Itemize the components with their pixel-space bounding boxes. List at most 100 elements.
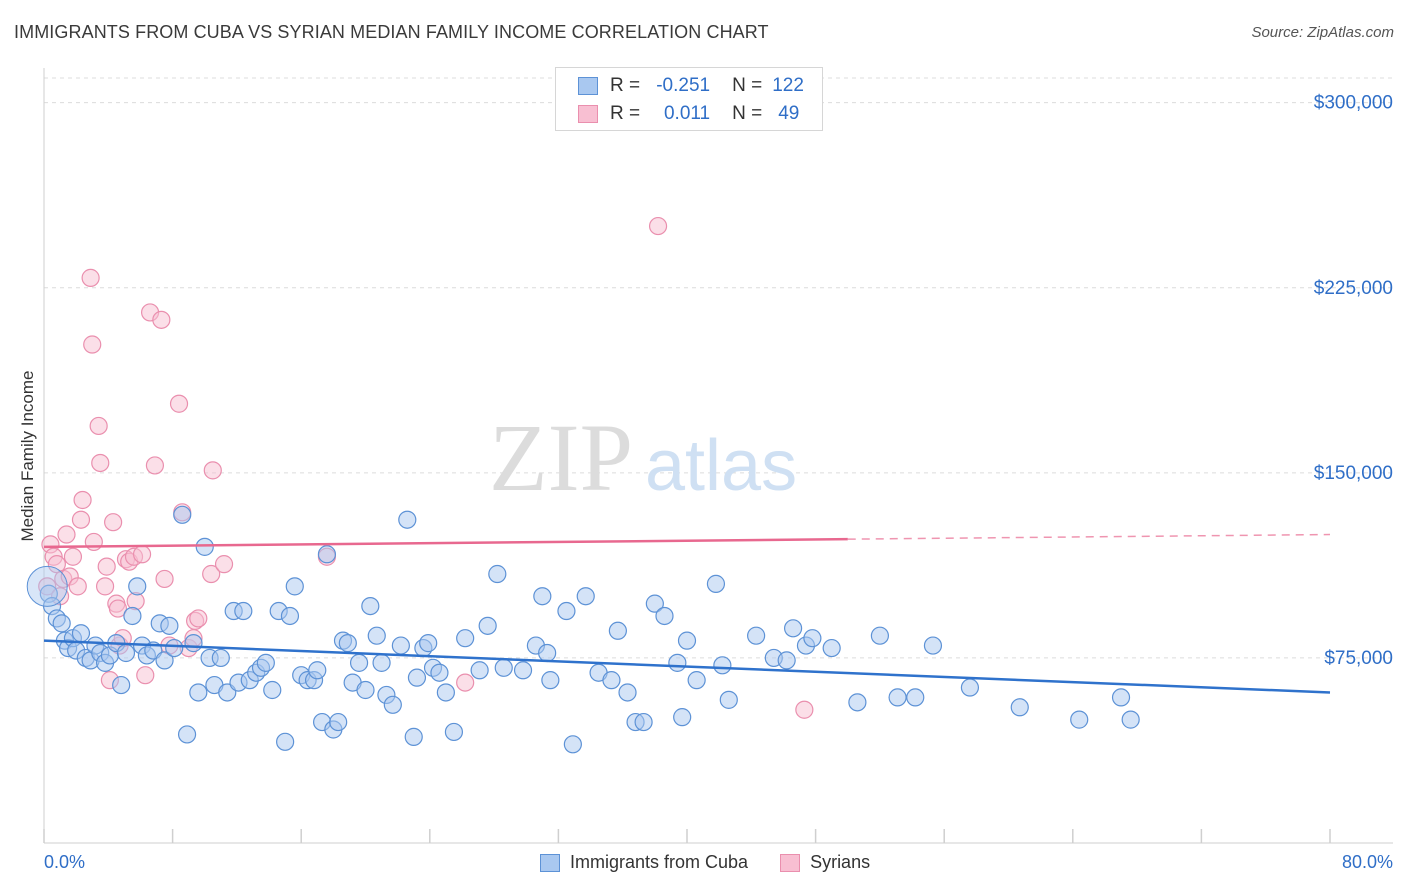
cuba-point	[634, 712, 653, 732]
syrians-point	[214, 555, 234, 574]
cuba-point	[777, 651, 796, 670]
cuba-point	[713, 656, 732, 675]
cuba-point	[123, 606, 142, 626]
cuba-point	[706, 574, 726, 593]
cuba-point	[470, 661, 489, 680]
syrians-point	[132, 545, 152, 564]
watermark: ZIP atlas	[489, 404, 797, 511]
cuba-point	[1010, 698, 1029, 717]
watermark-atlas: atlas	[645, 426, 797, 506]
legend-n-label: N =	[732, 103, 763, 124]
cuba-point	[783, 619, 803, 638]
cuba-point	[538, 643, 557, 663]
cuba-point	[1070, 710, 1089, 729]
syrians-point	[83, 335, 102, 354]
cuba-point	[211, 648, 230, 668]
cuba-point	[404, 727, 423, 746]
cuba-point	[848, 693, 867, 712]
cuba-point	[276, 732, 295, 751]
cuba-point	[160, 616, 179, 635]
syrians-point	[71, 510, 91, 529]
y-tick-label: $75,000	[1324, 648, 1393, 669]
cuba-point-cluster	[26, 565, 68, 607]
syrians-point	[202, 564, 221, 584]
cuba-point	[173, 505, 192, 524]
syrians-trend-line	[43, 537, 848, 549]
cuba-point	[563, 735, 582, 754]
y-tick-label: $150,000	[1314, 463, 1393, 484]
cuba-point	[494, 658, 513, 677]
cuba-point	[234, 601, 253, 621]
legend-row-syrians: R = 0.011 N = 49	[578, 101, 799, 127]
legend-row-cuba: R = -0.251 N = 122	[578, 73, 804, 99]
x-tick-label-min: 0.0%	[44, 852, 86, 872]
syrians-point	[189, 609, 208, 628]
cuba-point	[747, 626, 766, 645]
cuba-point	[960, 678, 980, 697]
cuba-point	[1121, 710, 1140, 729]
correlation-legend: R = -0.251 N = 122 R = 0.011 N = 49	[555, 67, 823, 131]
cuba-point	[71, 624, 91, 643]
legend-label-syrians: Syrians	[810, 852, 871, 872]
cuba-point	[430, 663, 449, 682]
cuba-point	[116, 643, 136, 663]
cuba-point	[407, 668, 427, 687]
syrians-point	[203, 461, 222, 480]
cuba-point	[478, 616, 497, 635]
cuba-point	[645, 594, 664, 613]
syrians-point	[108, 599, 128, 618]
syrians-swatch-icon	[578, 105, 598, 123]
series-cuba	[26, 505, 1140, 754]
chart-source: Source: ZipAtlas.com	[1251, 24, 1394, 41]
cuba-point	[488, 564, 507, 584]
cuba-point	[456, 629, 475, 648]
syrians-point	[63, 547, 83, 566]
cuba-point	[398, 510, 417, 529]
cuba-point	[803, 629, 822, 648]
legend-item-cuba[interactable]: Immigrants from Cuba	[540, 852, 748, 873]
y-tick-labels: $75,000 $150,000 $225,000 $300,000	[1314, 93, 1393, 669]
x-tick-label-max: 80.0%	[1341, 852, 1393, 872]
cuba-point	[1111, 688, 1131, 707]
cuba-point	[888, 688, 907, 707]
legend-n-value: 122	[772, 75, 804, 96]
cuba-point	[367, 626, 386, 645]
syrians-point	[89, 416, 108, 436]
syrians-point	[136, 666, 155, 685]
cuba-point	[280, 606, 300, 626]
cuba-point	[673, 708, 692, 727]
syrians-point	[68, 577, 87, 596]
syrians-point	[95, 577, 115, 596]
cuba-point	[184, 634, 203, 653]
y-tick-label: $225,000	[1314, 278, 1393, 299]
cuba-point	[317, 545, 337, 564]
chart-title: IMMIGRANTS FROM CUBA VS SYRIAN MEDIAN FA…	[14, 22, 769, 42]
legend-n-label: N =	[732, 75, 763, 96]
cuba-point	[923, 636, 943, 655]
cuba-point	[444, 722, 464, 742]
cuba-point	[513, 661, 533, 680]
syrians-point	[456, 673, 475, 692]
y-tick-label: $300,000	[1314, 93, 1393, 114]
cuba-point	[349, 653, 369, 672]
syrians-point	[81, 268, 100, 287]
legend-item-syrians[interactable]: Syrians	[780, 852, 870, 873]
syrians-point	[145, 456, 165, 475]
cuba-point	[308, 661, 327, 680]
syrians-point	[84, 532, 103, 552]
syrians-point	[73, 490, 92, 510]
cuba-point	[195, 537, 214, 556]
cuba-point	[155, 651, 174, 670]
syrians-point	[104, 513, 123, 532]
legend-r-label: R =	[610, 103, 641, 124]
cuba-point	[356, 680, 375, 700]
syrians-trend-line-extension	[847, 533, 1331, 540]
cuba-point	[128, 577, 147, 596]
cuba-point	[177, 725, 197, 744]
y-axis-label: Median Family Income	[18, 370, 37, 542]
cuba-legend-icon	[540, 853, 560, 872]
cuba-point	[541, 671, 560, 690]
legend-r-value: -0.251	[656, 75, 711, 96]
series-legend: Immigrants from Cuba Syrians	[540, 852, 902, 873]
